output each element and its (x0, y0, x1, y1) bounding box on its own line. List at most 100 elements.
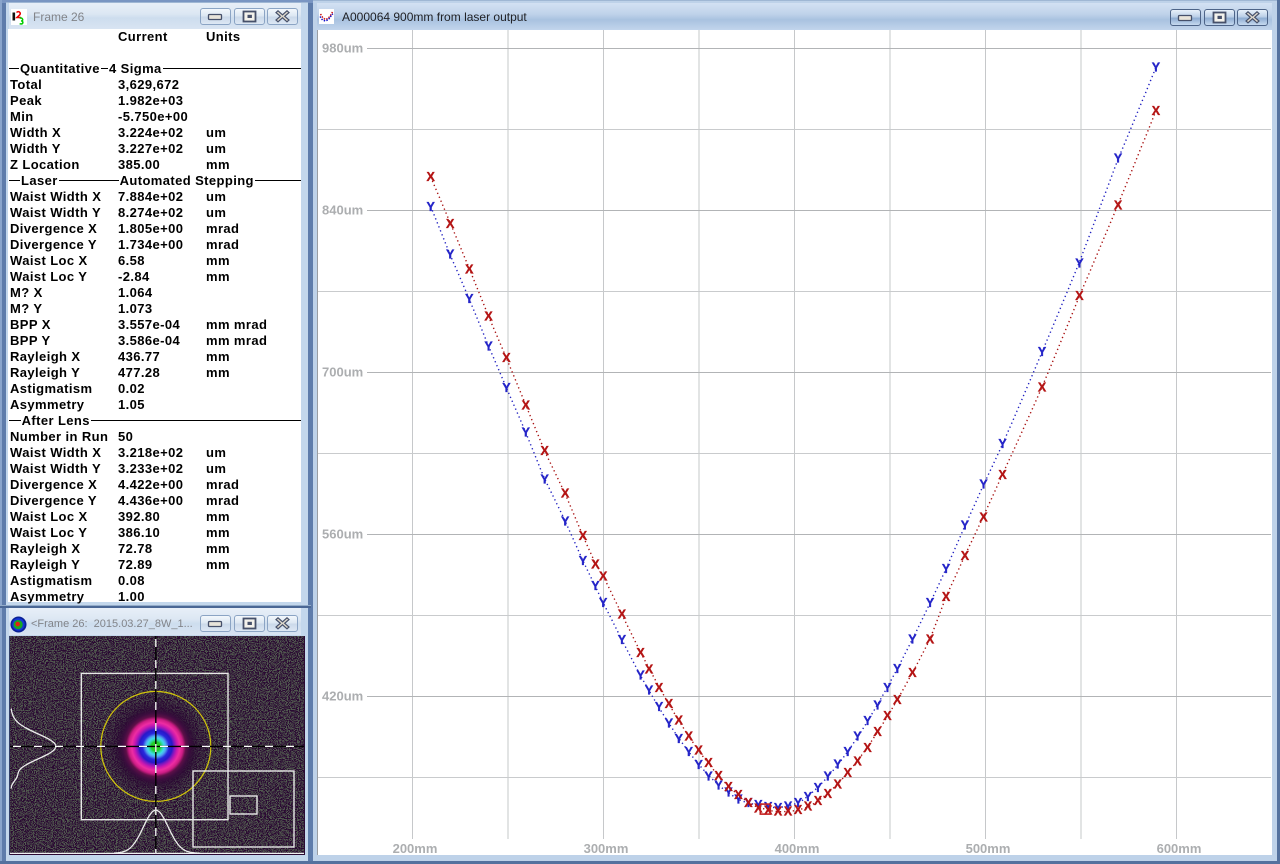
svg-text:X: X (714, 769, 723, 783)
svg-text:Y: Y (675, 732, 684, 746)
svg-text:X: X (1038, 380, 1047, 394)
svg-text:Y: Y (665, 717, 674, 731)
svg-text:Y: Y (784, 800, 793, 814)
svg-text:Y: Y (961, 519, 970, 533)
svg-text:X: X (675, 714, 684, 728)
svg-text:X: X (465, 263, 474, 277)
svg-text:Y: Y (645, 684, 654, 698)
svg-text:X: X (1152, 104, 1161, 118)
svg-text:X: X (853, 755, 862, 769)
svg-text:Y: Y (754, 798, 763, 812)
svg-text:400mm: 400mm (775, 841, 820, 855)
svg-text:Y: Y (1075, 256, 1084, 270)
svg-text:X: X (427, 170, 436, 184)
svg-text:Y: Y (926, 596, 935, 610)
svg-text:X: X (998, 468, 1007, 482)
svg-text:Y: Y (998, 437, 1007, 451)
svg-text:X: X (754, 801, 763, 815)
svg-text:Y: Y (685, 745, 694, 759)
svg-text:X: X (979, 510, 988, 524)
svg-text:Y: Y (561, 515, 570, 529)
svg-text:200mm: 200mm (393, 841, 438, 855)
svg-text:Y: Y (1114, 152, 1123, 166)
svg-text:Y: Y (883, 681, 892, 695)
svg-text:Y: Y (502, 381, 511, 395)
svg-text:Y: Y (942, 562, 951, 576)
svg-text:Y: Y (695, 758, 704, 772)
svg-text:Y: Y (853, 730, 862, 744)
svg-text:Y: Y (774, 801, 783, 815)
svg-text:Y: Y (541, 473, 550, 487)
svg-text:Y: Y (764, 800, 773, 814)
svg-text:Y: Y (714, 779, 723, 793)
svg-text:Y: Y (579, 554, 588, 568)
svg-text:Y: Y (814, 781, 823, 795)
svg-text:X: X (522, 399, 531, 413)
svg-text:Y: Y (804, 790, 813, 804)
svg-text:X: X (774, 804, 783, 818)
svg-text:Y: Y (446, 247, 455, 261)
svg-text:Y: Y (704, 770, 713, 784)
svg-text:X: X (926, 633, 935, 647)
svg-text:420um: 420um (322, 689, 363, 704)
svg-text:X: X (645, 662, 654, 676)
svg-text:Y: Y (834, 758, 843, 772)
svg-text:X: X (908, 666, 917, 680)
svg-text:X: X (794, 803, 803, 817)
svg-text:X: X (764, 804, 773, 818)
svg-text:Y: Y (724, 786, 733, 800)
svg-text:Y: Y (844, 745, 853, 759)
svg-text:X: X (844, 766, 853, 780)
svg-text:Y: Y (893, 662, 902, 676)
svg-text:700um: 700um (322, 365, 363, 380)
svg-text:980um: 980um (322, 41, 363, 56)
svg-text:Y: Y (465, 292, 474, 306)
svg-text:Y: Y (908, 632, 917, 646)
svg-text:600mm: 600mm (1157, 841, 1202, 855)
svg-text:Y: Y (484, 340, 493, 354)
svg-text:X: X (863, 741, 872, 755)
svg-text:X: X (784, 805, 793, 819)
svg-text:X: X (1075, 289, 1084, 303)
svg-text:Y: Y (655, 700, 664, 714)
svg-text:X: X (961, 549, 970, 563)
svg-text:X: X (502, 351, 511, 365)
svg-text:X: X (724, 780, 733, 794)
svg-text:X: X (655, 681, 664, 695)
svg-text:X: X (883, 709, 892, 723)
svg-text:X: X (734, 788, 743, 802)
svg-text:840um: 840um (322, 203, 363, 218)
svg-text:X: X (704, 756, 713, 770)
svg-text:300mm: 300mm (584, 841, 629, 855)
svg-text:X: X (834, 777, 843, 791)
svg-text:Y: Y (744, 796, 753, 810)
svg-text:X: X (685, 730, 694, 744)
svg-text:Y: Y (863, 714, 872, 728)
svg-text:X: X (873, 725, 882, 739)
svg-text:Y: Y (522, 426, 531, 440)
svg-text:560um: 560um (322, 527, 363, 542)
svg-text:Y: Y (1038, 345, 1047, 359)
svg-text:X: X (695, 743, 704, 757)
svg-text:Y: Y (591, 579, 600, 593)
svg-text:Y: Y (636, 668, 645, 682)
svg-text:X: X (561, 487, 570, 501)
svg-text:X: X (804, 799, 813, 813)
svg-text:Y: Y (599, 596, 608, 610)
svg-text:X: X (484, 309, 493, 323)
svg-text:Y: Y (427, 200, 436, 214)
svg-text:X: X (665, 697, 674, 711)
svg-text:Y: Y (794, 796, 803, 810)
svg-text:X: X (579, 529, 588, 543)
svg-text:X: X (599, 569, 608, 583)
svg-text:X: X (893, 693, 902, 707)
svg-text:X: X (591, 558, 600, 572)
svg-text:X: X (744, 796, 753, 810)
svg-text:Y: Y (979, 477, 988, 491)
svg-text:Y: Y (1152, 61, 1161, 75)
svg-text:X: X (446, 217, 455, 231)
svg-text:X: X (942, 590, 951, 604)
svg-text:X: X (636, 646, 645, 660)
svg-text:X: X (1114, 199, 1123, 213)
svg-text:X: X (814, 794, 823, 808)
